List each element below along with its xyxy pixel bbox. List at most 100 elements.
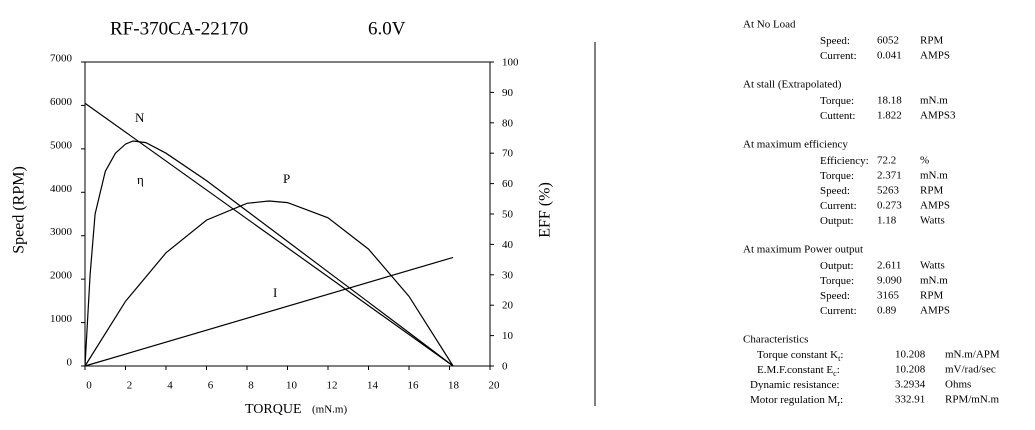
spec-label: Torque constant Kt: — [757, 349, 843, 364]
chart-title: RF-370CA-22170 — [110, 18, 248, 39]
spec-label: Current: — [820, 200, 857, 212]
spec-unit: RPM — [920, 35, 943, 47]
y2-tick-label: 80 — [502, 117, 514, 129]
spec-label-text: Torque: — [820, 170, 854, 182]
spec-label-text: Dynamic resistance: — [750, 379, 840, 391]
series-line — [84, 102, 454, 367]
x-tick-label: 14 — [367, 380, 379, 392]
spec-heading: Characteristics — [743, 334, 808, 346]
series-label: N — [135, 110, 145, 125]
spec-value: 0.273 — [877, 200, 902, 212]
x-axis-unit: (mN.m) — [312, 404, 347, 416]
spec-label-text: Current: — [820, 50, 857, 62]
spec-unit: Watts — [920, 215, 945, 227]
spec-value: 9.090 — [877, 275, 902, 287]
spec-unit: RPM — [920, 185, 943, 197]
spec-heading: At maximum efficiency — [743, 139, 848, 151]
spec-value: 18.18 — [877, 95, 902, 107]
spec-label-text: Motor regulation M — [750, 394, 838, 406]
spec-label: Motor regulation Mr: — [750, 394, 843, 409]
spec-label: Speed: — [820, 185, 850, 197]
y-tick-label: 0 — [67, 357, 73, 369]
spec-value: 2.371 — [877, 170, 902, 182]
spec-label: Output: — [820, 260, 854, 272]
y2-tick-label: 20 — [502, 300, 514, 312]
spec-unit: mV/rad/sec — [945, 364, 996, 376]
chart-subtitle: 6.0V — [368, 18, 406, 39]
spec-label-sub: c — [833, 369, 837, 378]
series-label: P — [283, 171, 290, 186]
y2-tick-label: 0 — [502, 361, 508, 373]
spec-unit: RPM/mN.m — [945, 394, 1000, 406]
spec-value: 10.208 — [895, 349, 926, 361]
spec-unit: AMPS3 — [920, 110, 956, 122]
spec-unit: % — [920, 155, 929, 167]
spec-value: 3165 — [877, 290, 900, 302]
y2-tick-label: 50 — [502, 209, 514, 221]
y2-tick-label: 100 — [502, 57, 519, 69]
x-tick-label: 2 — [127, 380, 133, 392]
spec-label-text: E.M.F.constant E — [757, 364, 833, 376]
x-tick-label: 20 — [489, 380, 501, 392]
y-tick-label: 7000 — [50, 53, 73, 65]
spec-label: E.M.F.constant Ec: — [757, 364, 840, 379]
spec-label-text: Output: — [820, 260, 854, 272]
spec-value: 0.89 — [877, 305, 897, 317]
spec-label: Efficiency: — [820, 155, 869, 167]
spec-unit: mN.m — [920, 275, 948, 287]
spec-label: Torque: — [820, 95, 854, 107]
plot-frame — [84, 61, 491, 367]
y2-tick-label: 30 — [502, 269, 514, 281]
spec-value: 72.2 — [877, 155, 896, 167]
spec-unit: RPM — [920, 290, 943, 302]
spec-label: Speed: — [820, 290, 850, 302]
y-tick-label: 4000 — [50, 183, 73, 195]
spec-label-text: Speed: — [820, 35, 850, 47]
spec-label: Dynamic resistance: — [750, 379, 840, 391]
y-tick-label: 6000 — [50, 96, 73, 108]
y-tick-label: 2000 — [50, 270, 73, 282]
spec-label: Cuttent: — [820, 110, 855, 122]
x-tick-label: 8 — [248, 380, 254, 392]
spec-unit: mN.m — [920, 95, 948, 107]
x-tick-label: 18 — [448, 380, 460, 392]
spec-label-after: : — [840, 349, 843, 361]
spec-unit: mN.m/APM — [945, 349, 1000, 361]
spec-value: 6052 — [877, 35, 899, 47]
spec-label-text: Torque: — [820, 275, 854, 287]
spec-label-text: Torque constant K — [757, 349, 838, 361]
spec-label-after: : — [840, 394, 843, 406]
spec-value: 1.822 — [877, 110, 902, 122]
spec-label: Current: — [820, 305, 857, 317]
spec-label-sub: r — [837, 399, 840, 408]
y-axis-label: Speed (RPM) — [11, 166, 28, 254]
spec-value: 10.208 — [895, 364, 926, 376]
spec-label-after: : — [837, 364, 840, 376]
y2-tick-label: 40 — [502, 239, 514, 251]
spec-label-text: Output: — [820, 215, 854, 227]
spec-value: 5263 — [877, 185, 900, 197]
spec-unit: Watts — [920, 260, 945, 272]
spec-label-sub: t — [838, 354, 841, 363]
spec-label: Speed: — [820, 35, 850, 47]
spec-label-text: Cuttent: — [820, 110, 855, 122]
spec-value: 0.041 — [877, 50, 902, 62]
spec-label: Torque: — [820, 170, 854, 182]
spec-unit: Ohms — [945, 379, 971, 391]
x-tick-label: 10 — [286, 380, 298, 392]
spec-heading: At No Load — [743, 19, 796, 31]
spec-value: 2.611 — [877, 260, 901, 272]
series-label: η — [137, 172, 144, 187]
y-tick-label: 3000 — [50, 226, 73, 238]
spec-label-text: Speed: — [820, 185, 850, 197]
spec-label-text: Torque: — [820, 95, 854, 107]
spec-unit: AMPS — [920, 50, 950, 62]
x-tick-label: 16 — [408, 380, 420, 392]
spec-label: Torque: — [820, 275, 854, 287]
spec-unit: AMPS — [920, 200, 950, 212]
series-line — [84, 140, 454, 367]
spec-value: 1.18 — [877, 215, 897, 227]
spec-label-text: Current: — [820, 305, 857, 317]
